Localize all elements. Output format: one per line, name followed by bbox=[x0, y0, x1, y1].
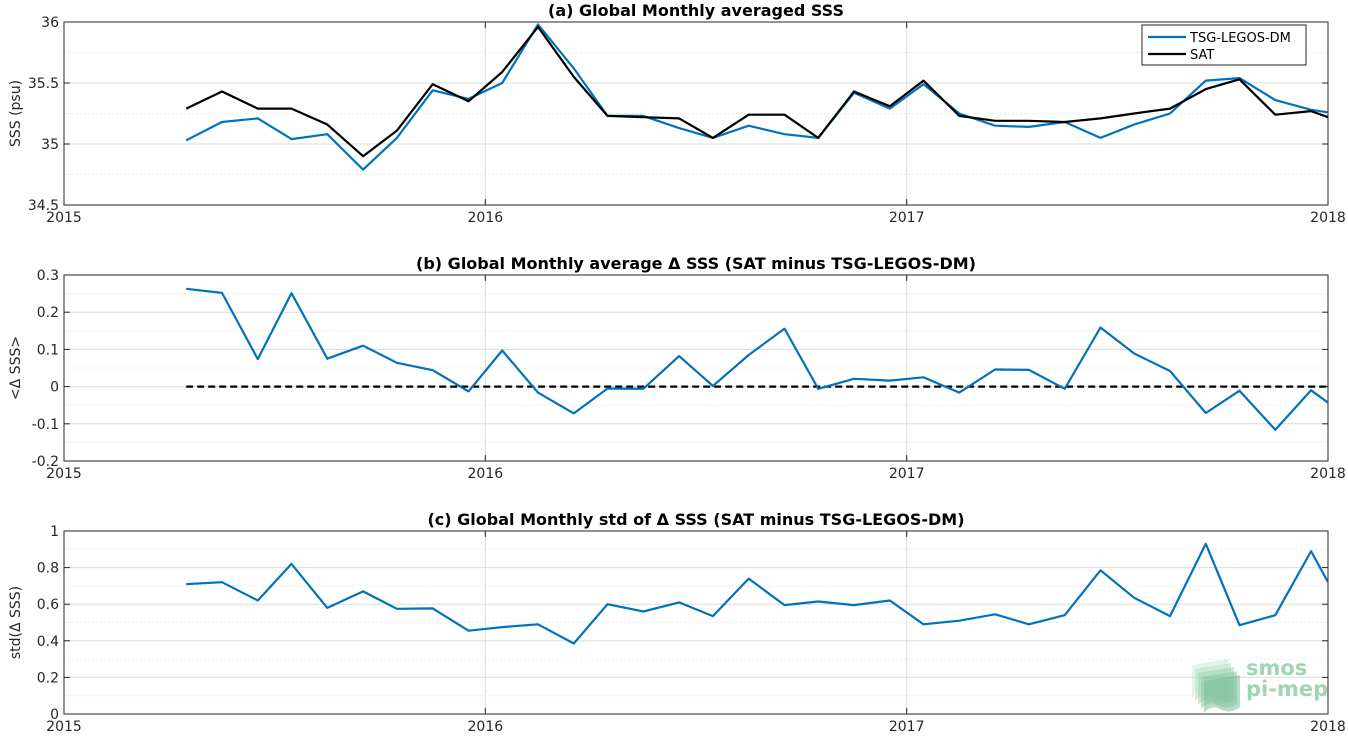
panel-a: (a) Global Monthly averaged SSS 34.5 35 35.… bbox=[8, 1, 1346, 226]
logo-wave bbox=[1201, 671, 1237, 709]
x-tick-label: 2018 bbox=[1310, 210, 1346, 226]
legend: TSG-LEGOS-DM SAT bbox=[1141, 24, 1307, 66]
y-tick-label: 0.3 bbox=[37, 268, 59, 284]
legend-box bbox=[1141, 24, 1307, 66]
logo-wave bbox=[1198, 667, 1234, 705]
x-tick-label: 2017 bbox=[889, 466, 925, 482]
legend-label: SAT bbox=[1190, 48, 1214, 63]
y-tick-label: 0.8 bbox=[37, 561, 59, 577]
y-tick-label: 0.2 bbox=[37, 305, 59, 321]
y-tick-label: 36 bbox=[41, 15, 59, 31]
y-tick-label: -0.2 bbox=[32, 454, 59, 470]
chart-title: (a) Global Monthly averaged SSS bbox=[548, 1, 844, 20]
legend-label: TSG-LEGOS-DM bbox=[1189, 31, 1291, 46]
panel-c: (c) Global Monthly std of Δ SSS (SAT min… bbox=[8, 510, 1346, 735]
y-tick-label: 0.6 bbox=[37, 597, 59, 613]
series-line-tsg-legos-dm bbox=[185, 23, 1328, 171]
y-axis-label: <Δ SSS> bbox=[8, 336, 24, 400]
x-tick-label: 2015 bbox=[46, 466, 82, 482]
y-tick-label: 0 bbox=[50, 707, 59, 723]
y-tick-label: 0.4 bbox=[37, 634, 59, 650]
x-tick-label: 2017 bbox=[889, 210, 925, 226]
chart-title: (c) Global Monthly std of Δ SSS (SAT min… bbox=[427, 510, 964, 529]
series-line-delta-sss bbox=[186, 542, 1328, 645]
y-tick-label: 34.5 bbox=[28, 198, 59, 214]
x-tick-label: 2016 bbox=[468, 466, 504, 482]
logo-text-pi-mep: pi-mep bbox=[1246, 677, 1328, 701]
chart-title: (b) Global Monthly average Δ SSS (SAT mi… bbox=[416, 254, 976, 273]
x-tick-label: 2018 bbox=[1310, 466, 1346, 482]
x-tick-label: 2016 bbox=[468, 210, 504, 226]
series-line-delta-sss bbox=[186, 287, 1328, 431]
axes-box bbox=[63, 530, 1329, 715]
x-tick-label: 2018 bbox=[1310, 719, 1346, 735]
axes-box bbox=[63, 21, 1329, 206]
y-axis-label: SSS (psu) bbox=[8, 80, 24, 147]
y-axis-label: std(Δ SSS) bbox=[8, 586, 24, 659]
y-tick-label: 35.5 bbox=[28, 76, 59, 92]
y-tick-label: 0.1 bbox=[37, 342, 59, 358]
logo-wave bbox=[1192, 659, 1228, 697]
logo-wave bbox=[1195, 663, 1231, 701]
x-tick-label: 2015 bbox=[46, 210, 82, 226]
y-tick-label: 35 bbox=[41, 137, 59, 153]
series-line-sat bbox=[185, 25, 1328, 158]
x-tick-label: 2017 bbox=[889, 719, 925, 735]
x-tick-label: 2015 bbox=[46, 719, 82, 735]
axes-box bbox=[63, 274, 1329, 462]
x-tick-label: 2016 bbox=[468, 719, 504, 735]
y-tick-label: -0.1 bbox=[32, 417, 59, 433]
y-tick-label: 1 bbox=[50, 524, 59, 540]
panel-b: (b) Global Monthly average Δ SSS (SAT mi… bbox=[8, 254, 1346, 482]
y-tick-label: 0 bbox=[50, 380, 59, 396]
y-tick-label: 0.2 bbox=[37, 670, 59, 686]
logo-wave bbox=[1204, 675, 1240, 713]
logo-text-smos: smos bbox=[1246, 656, 1307, 680]
